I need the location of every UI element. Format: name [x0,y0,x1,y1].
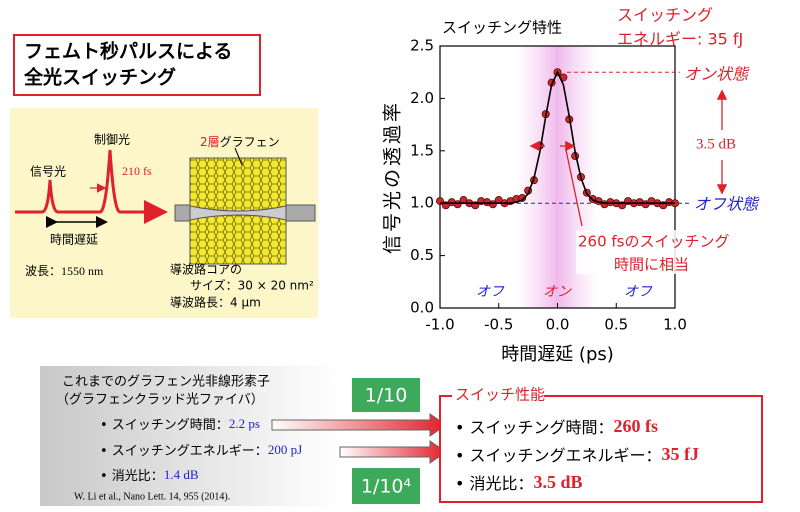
y-tick-label: 0.0 [410,299,434,317]
region-label: オフ [476,284,505,300]
performance-item: • スイッチング時間：260 fs [455,416,658,436]
previous-item: • スイッチング時間：2.2 ps [100,416,260,433]
ratio-box [352,378,420,412]
label: 信号光 [30,165,66,179]
x-tick-label: -1.0 [425,316,454,334]
label: 時間遅延 [50,233,98,247]
waveguide-core [189,205,287,221]
pulses [15,149,168,224]
energy-note: エネルギー: 35 fJ [617,30,743,49]
reference: W. Li et al., Nano Lett. 14, 955 (2014). [74,491,230,502]
label: サイズ：30 × 20 nm² [190,278,314,293]
arrow [339,440,447,464]
previous-title: これまでのグラフェン光非線形素子 [62,374,270,390]
label: 210 fs [122,164,152,178]
performance-title: スイッチ性能 [455,386,545,404]
y-tick-label: 1.5 [410,141,434,159]
previous-item: • スイッチングエネルギー：200 pJ [100,442,302,459]
label: 波長：1550 nm [25,264,104,278]
y-tick-label: 1.0 [410,194,434,212]
label: 導波路長：4 μm [170,295,261,310]
previous-title: （グラフェンクラッド光ファイバ） [56,393,264,408]
pointer [234,147,243,166]
x-axis-label: 時間遅延 (ps) [501,344,614,365]
region-label: オフ [624,284,653,300]
y-tick-label: 2.0 [410,89,434,107]
x-tick-label: -0.5 [484,316,513,334]
performance-box [439,395,763,503]
fit-line [440,70,675,204]
pointer [565,149,583,227]
title-box [13,34,261,96]
ratio: 1/10 [365,385,408,407]
previous-panel [40,366,340,506]
performance-title-bg [452,386,544,404]
label: 制御光 [94,132,130,147]
width-note: 260 fsのスイッチング [578,233,730,251]
performance-item: • 消光比：3.5 dB [455,472,583,492]
x-tick-label: 0.0 [546,316,570,334]
ratio: 1/10⁴ [361,476,412,498]
y-axis-label: 信号光の透過率 [382,100,404,254]
off-state: オフ状態 [694,195,760,214]
x-tick-label: 1.0 [663,316,687,334]
title-line: フェムト秒パルスによる [24,40,232,63]
y-tick-label: 2.5 [410,37,434,55]
on-state: オン状態 [684,65,750,84]
chart: -1.0 -0.5 0.0 0.5 1.0 0.0 0.5 1.0 1.5 2.0 2.5 スイッチン… [382,6,761,366]
energy-note: スイッチング [617,6,713,25]
performance-item: • スイッチングエネルギー：35 fJ [455,444,699,464]
y-tick-label: 0.5 [410,246,434,264]
extinction: 3.5 dB [696,136,736,152]
region-label: オン [543,284,572,300]
chart-title: スイッチング特性 [442,19,562,37]
label: 2層グラフェン [200,135,280,149]
x-tick-label: 0.5 [604,316,628,334]
width-note: 時間に相当 [614,256,689,274]
previous-item: • 消光比：1.4 dB [100,467,199,484]
label: 導波路コアの [170,262,242,277]
note-bg [576,230,754,274]
data-point [518,193,527,202]
title-line: 全光スイッチング [23,66,176,89]
schematic: 制御光 信号光 210 fs 時間遅延 2層グラフェン 波長：1550 nm 導… [10,108,318,318]
ratio-box [352,468,420,504]
arrow [271,413,447,437]
